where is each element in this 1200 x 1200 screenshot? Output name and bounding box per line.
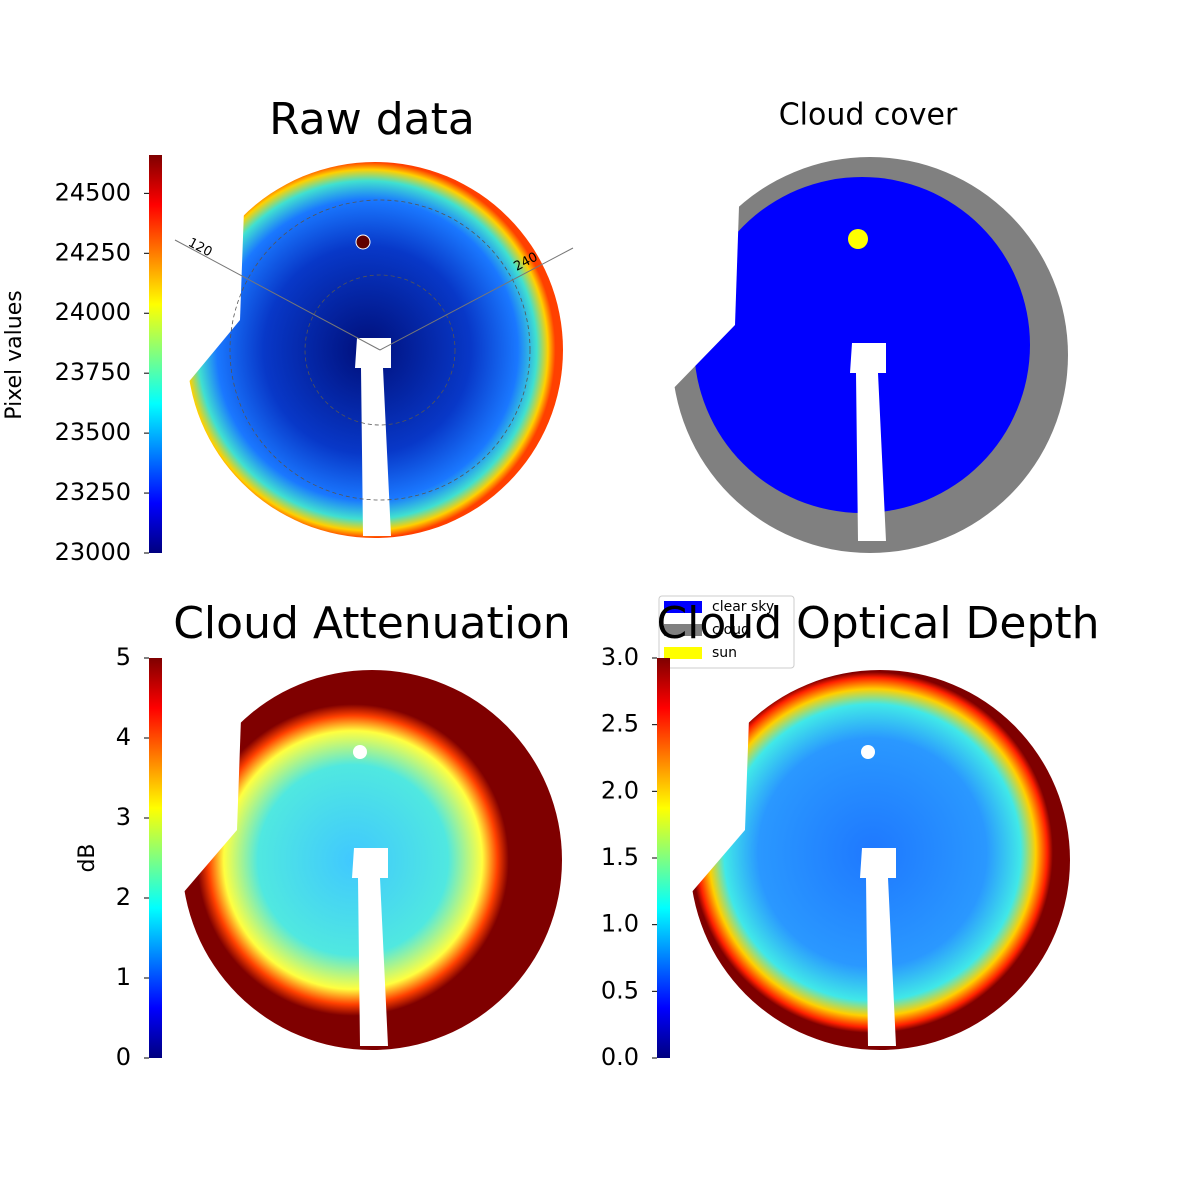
panel-title: Raw data <box>269 94 475 145</box>
colorbar-tick-label: 2 <box>116 883 131 911</box>
legend: clear sky cloud sun <box>658 595 795 669</box>
colorbar-label: dB <box>75 843 100 872</box>
colorbar <box>149 155 162 553</box>
legend-label: sun <box>712 645 737 661</box>
polar-axis <box>174 239 381 351</box>
colorbar-tick-label: 5 <box>116 643 131 671</box>
colorbar <box>657 658 670 1058</box>
sun-spot <box>355 234 371 250</box>
sun-marker <box>848 229 868 249</box>
colorbar-tick-label: 1.0 <box>601 910 639 938</box>
legend-label: clear sky <box>712 599 774 615</box>
colorbar-tick-label: 3.0 <box>601 643 639 671</box>
colorbar-label: Pixel values <box>2 290 27 419</box>
colorbar-tick-label: 24500 <box>55 178 131 206</box>
mast <box>860 848 896 1046</box>
colorbar-tick-label: 0.5 <box>601 976 639 1004</box>
colorbar-tick-label: 23750 <box>55 358 131 386</box>
colorbar-tick-label: 4 <box>116 723 131 751</box>
image-cutout <box>685 670 750 900</box>
colorbar-tick-label: 1.5 <box>601 843 639 871</box>
colorbar-tick-label: 23000 <box>55 538 131 566</box>
legend-label: cloud <box>712 622 750 638</box>
legend-swatch <box>664 601 702 613</box>
sky-image <box>177 670 562 1050</box>
colorbar-tick-label: 2.0 <box>601 776 639 804</box>
colorbar-tick-label: 23500 <box>55 418 131 446</box>
panel-title: Cloud Optical Depth <box>656 598 1099 649</box>
panel-title: Cloud Attenuation <box>173 598 571 649</box>
image-cutout <box>182 162 245 390</box>
colorbar-tick-label: 0 <box>116 1043 131 1071</box>
image-cutout <box>667 157 740 395</box>
image-cutout <box>177 670 242 900</box>
polar-axis <box>379 247 574 351</box>
colorbar <box>149 658 162 1058</box>
colorbar-tick-label: 24250 <box>55 238 131 266</box>
colorbar-tick-label: 0.0 <box>601 1043 639 1071</box>
legend-swatch <box>664 624 702 636</box>
sky-image <box>182 162 563 538</box>
colorbar-tick-label: 24000 <box>55 298 131 326</box>
mast <box>355 338 391 536</box>
sun-spot <box>353 745 367 759</box>
sky-image <box>667 157 1068 553</box>
mast <box>850 343 886 541</box>
panel-title: Cloud cover <box>779 98 958 133</box>
colorbar-tick-label: 23250 <box>55 478 131 506</box>
polar-grid <box>304 274 456 426</box>
legend-swatch <box>664 647 702 659</box>
sky-image <box>685 670 1070 1050</box>
colorbar-tick-label: 1 <box>116 963 131 991</box>
polar-grid <box>229 199 531 501</box>
colorbar-tick-label: 2.5 <box>601 710 639 738</box>
colorbar-tick-label: 3 <box>116 803 131 831</box>
mast <box>352 848 388 1046</box>
sun-spot <box>861 745 875 759</box>
